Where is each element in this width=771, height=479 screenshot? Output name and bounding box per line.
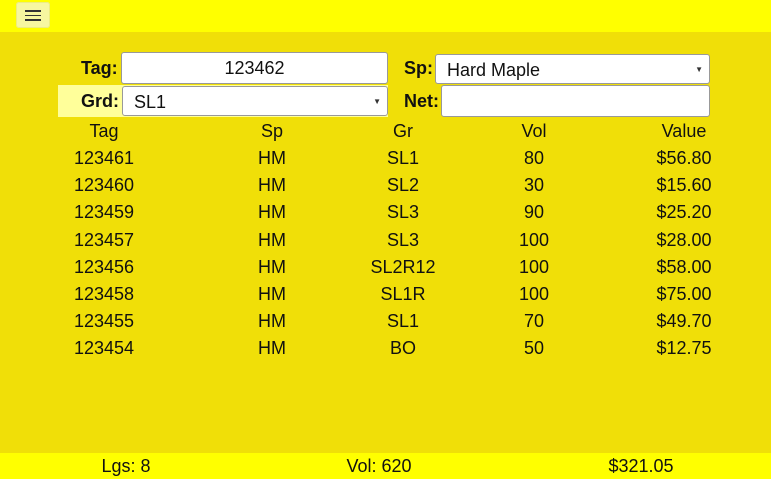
cell-species: HM bbox=[258, 148, 286, 168]
cell-value: $15.60 bbox=[656, 175, 712, 196]
cell-volume: 100 bbox=[518, 284, 550, 304]
tag-label: Tag: bbox=[81, 58, 118, 78]
cell-value: $75.00 bbox=[656, 284, 712, 304]
cell-volume: 100 bbox=[518, 256, 550, 277]
cell-volume: 50 bbox=[523, 338, 545, 359]
cell-species: HM bbox=[258, 202, 286, 223]
volume-total: Vol: 620 bbox=[346, 456, 412, 476]
species-select-value: Hard Maple bbox=[447, 60, 541, 80]
cell-species: HM bbox=[258, 284, 286, 304]
column-header-grade[interactable]: Gr bbox=[393, 121, 413, 141]
dropdown-arrow-icon: ▼ bbox=[695, 65, 703, 74]
menu-button[interactable] bbox=[16, 2, 50, 28]
cell-value: $12.75 bbox=[656, 338, 712, 359]
dropdown-arrow-icon: ▼ bbox=[373, 97, 381, 106]
column-header-tag[interactable]: Tag bbox=[89, 121, 119, 141]
summary-bar: Lgs: 8 Vol: 620 $321.05 bbox=[0, 453, 771, 479]
species-select[interactable]: Hard Maple ▼ bbox=[435, 54, 710, 84]
tag-input[interactable] bbox=[121, 52, 388, 84]
top-bar bbox=[0, 0, 771, 32]
cell-species: HM bbox=[258, 175, 286, 196]
cell-grade: BO bbox=[389, 338, 416, 359]
log-count: Lgs: 8 bbox=[101, 456, 151, 476]
cell-volume: 100 bbox=[518, 229, 550, 250]
cell-tag: 123455 bbox=[73, 311, 135, 332]
cell-species: HM bbox=[258, 229, 286, 250]
cell-tag: 123460 bbox=[73, 175, 135, 196]
cell-grade: SL2R12 bbox=[370, 256, 436, 277]
cell-volume: 70 bbox=[523, 311, 545, 332]
cell-tag: 123456 bbox=[73, 256, 135, 277]
column-header-volume[interactable]: Vol bbox=[521, 121, 547, 141]
column-header-value[interactable]: Value bbox=[661, 121, 707, 141]
cell-value: $25.20 bbox=[656, 202, 712, 223]
cell-grade: SL1 bbox=[386, 311, 420, 332]
net-label: Net: bbox=[404, 91, 439, 111]
cell-volume: 90 bbox=[523, 202, 545, 223]
cell-grade: SL2 bbox=[386, 175, 420, 196]
cell-volume: 80 bbox=[523, 148, 545, 168]
cell-grade: SL3 bbox=[386, 202, 420, 223]
cell-species: HM bbox=[258, 311, 286, 332]
species-label: Sp: bbox=[404, 58, 433, 78]
cell-value: $56.80 bbox=[656, 148, 712, 168]
grade-label: Grd: bbox=[81, 91, 119, 111]
cell-species: HM bbox=[258, 338, 286, 359]
cell-tag: 123459 bbox=[73, 202, 135, 223]
cell-value: $49.70 bbox=[656, 311, 712, 332]
cell-tag: 123458 bbox=[73, 284, 135, 304]
grade-select[interactable]: SL1 ▼ bbox=[122, 86, 388, 116]
column-header-species[interactable]: Sp bbox=[260, 121, 284, 141]
cell-tag: 123457 bbox=[73, 229, 135, 250]
cell-value: $58.00 bbox=[656, 256, 712, 277]
cell-volume: 30 bbox=[523, 175, 545, 196]
cell-grade: SL1R bbox=[380, 284, 426, 304]
cell-value: $28.00 bbox=[656, 229, 712, 250]
cell-tag: 123454 bbox=[73, 338, 135, 359]
cell-grade: SL3 bbox=[386, 229, 420, 250]
cell-tag: 123461 bbox=[73, 148, 135, 168]
net-input[interactable] bbox=[441, 85, 710, 117]
cell-grade: SL1 bbox=[386, 148, 420, 168]
value-total: $321.05 bbox=[608, 456, 674, 476]
grade-select-value: SL1 bbox=[134, 92, 167, 112]
cell-species: HM bbox=[258, 256, 286, 277]
